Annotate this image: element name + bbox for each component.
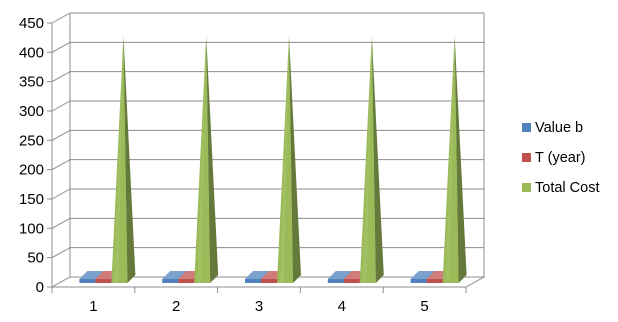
y-tick-label: 0 (36, 279, 44, 296)
gridline-depth (51, 247, 71, 259)
legend-swatch (522, 183, 531, 192)
legend-label: Value b (535, 120, 583, 136)
gridline-depth (51, 188, 71, 200)
y-tick-label: 400 (19, 44, 44, 61)
bars (79, 35, 467, 284)
y-tick-label: 150 (19, 191, 44, 208)
gridline-depth (51, 129, 71, 141)
y-tick-label: 300 (19, 103, 44, 120)
y-tick-label: 50 (27, 250, 44, 267)
bar-total-cost (277, 35, 301, 284)
legend-item: Total Cost (522, 180, 599, 196)
tick-labels: 0 50 100 150 200 250 300 350 400 450 1 2 3 4 5 (19, 15, 429, 315)
y-tick-label: 350 (19, 74, 44, 91)
bar-total-cost (111, 35, 136, 284)
y-tick-label: 250 (19, 132, 44, 149)
bar-total-cost (442, 35, 467, 284)
legend-item: T (year) (522, 150, 586, 166)
legend-item: Value b (522, 120, 583, 136)
legend-label: Total Cost (535, 180, 599, 196)
x-tick-label: 4 (338, 298, 346, 315)
gridline-depth (51, 41, 71, 53)
legend-swatch (522, 123, 531, 132)
gridline-depth (51, 217, 71, 229)
gridline-depth (51, 100, 71, 112)
x-tick-label: 2 (172, 298, 180, 315)
x-tick-label: 3 (255, 298, 263, 315)
gridlines (47, 12, 484, 288)
y-tick-label: 450 (19, 15, 44, 32)
bar-total-cost (194, 35, 219, 284)
gridline-depth (51, 71, 71, 83)
legend-swatch (522, 153, 531, 162)
y-tick-label: 100 (19, 220, 44, 237)
x-tick-label: 1 (89, 298, 97, 315)
legend-label: T (year) (535, 150, 586, 166)
legend: Value b T (year) Total Cost (522, 120, 599, 196)
y-tick-label: 200 (19, 162, 44, 179)
gridline-depth (51, 159, 71, 171)
bar-total-cost (359, 35, 384, 284)
gridline-depth (51, 12, 71, 24)
x-tick-label: 5 (420, 298, 428, 315)
axes (51, 13, 485, 293)
